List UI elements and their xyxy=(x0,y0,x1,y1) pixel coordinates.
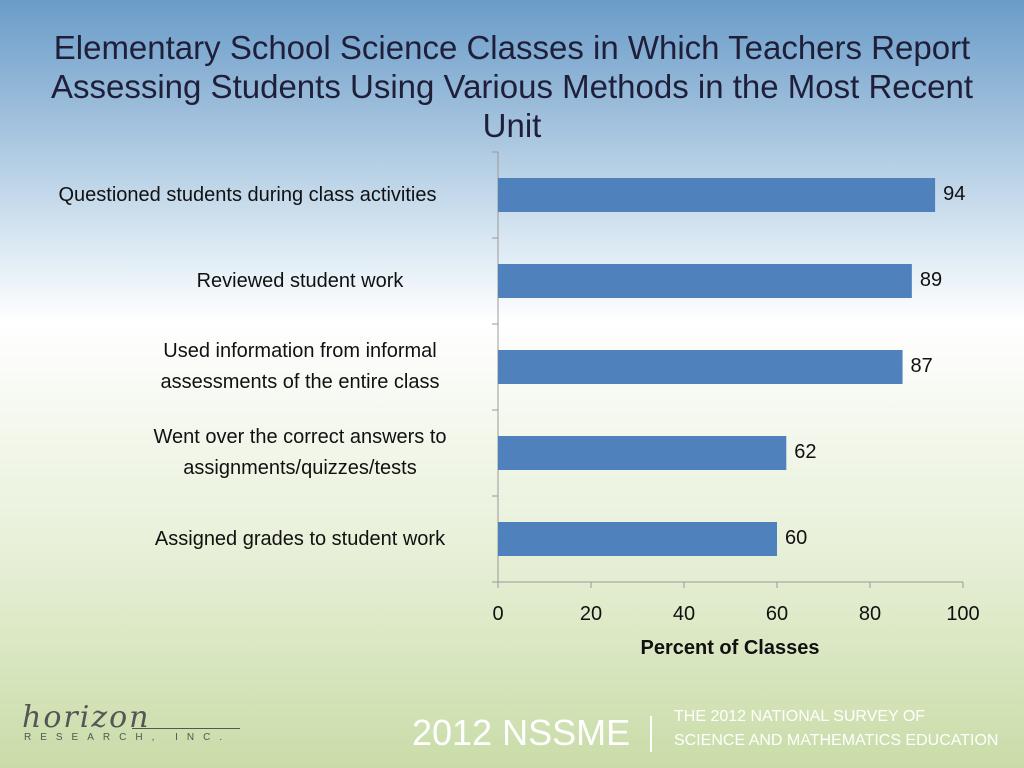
x-tick-label: 40 xyxy=(672,603,696,625)
value-label: 94 xyxy=(943,183,966,205)
logo-subtitle: RESEARCH, INC. xyxy=(24,732,232,743)
x-tick-label: 100 xyxy=(946,603,980,625)
x-tick-label: 0 xyxy=(492,603,504,625)
bar xyxy=(498,436,787,470)
value-label: 62 xyxy=(794,441,817,463)
x-tick-label: 80 xyxy=(858,603,882,625)
category-label: Went over the correct answers to assignm… xyxy=(153,426,447,479)
bar xyxy=(498,350,903,384)
category-label: Reviewed student work xyxy=(196,269,404,292)
logo-script-text: horizon xyxy=(22,700,151,735)
survey-name-line-1: THE 2012 NATIONAL SURVEY OF xyxy=(674,708,926,725)
chart-title: Elementary School Science Classes in Whi… xyxy=(50,29,974,144)
value-label: 89 xyxy=(919,269,943,291)
x-tick-label: 20 xyxy=(579,603,603,625)
survey-name-line-2: SCIENCE AND MATHEMATICS EDUCATION xyxy=(674,732,999,749)
bar xyxy=(498,264,912,298)
bar xyxy=(498,522,777,556)
value-label: 87 xyxy=(910,355,933,377)
survey-short-name: 2012 NSSME xyxy=(412,712,631,753)
x-tick-label: 60 xyxy=(765,603,789,625)
bar xyxy=(498,178,936,212)
category-label: Assigned grades to student work xyxy=(154,527,446,550)
value-label: 60 xyxy=(785,527,808,549)
logo-underline xyxy=(132,728,240,729)
footer-separator xyxy=(650,716,652,752)
category-label: Questioned students during class activit… xyxy=(58,183,437,206)
survey-full-name: THE 2012 NATIONAL SURVEY OF SCIENCE AND … xyxy=(674,705,998,753)
category-label: Used information from informal assessmen… xyxy=(160,340,440,393)
x-axis-title: Percent of Classes xyxy=(640,637,820,659)
horizon-research-logo: horizon RESEARCH, INC. xyxy=(22,700,242,750)
